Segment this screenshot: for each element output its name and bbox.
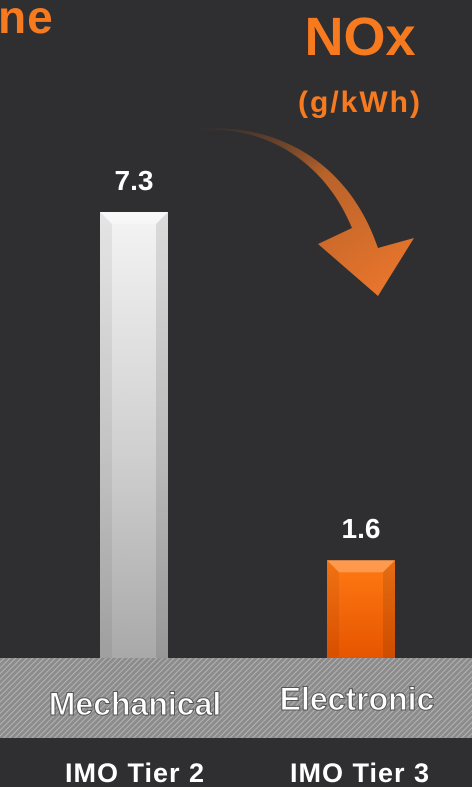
bar-mechanical xyxy=(100,212,168,658)
bar-bevel-mechanical xyxy=(100,212,168,224)
bar-bevel-electronic xyxy=(327,560,395,573)
baseline-band xyxy=(0,658,472,738)
value-label-electronic: 1.6 xyxy=(342,513,381,544)
value-label-mechanical: 7.3 xyxy=(115,165,154,196)
category-label-electronic: Electronic xyxy=(280,681,435,717)
decrease-arrow xyxy=(168,128,414,296)
tier-label-3: IMO Tier 3 xyxy=(290,758,430,787)
bar-bevel-left-electronic xyxy=(327,560,339,658)
bar-bevel-right-mechanical xyxy=(156,212,168,658)
bar-bevel-right-electronic xyxy=(383,560,395,658)
chart-title-nox: NOx xyxy=(304,7,416,67)
chart-unit-label: (g/kWh) xyxy=(298,86,422,119)
tier-label-2: IMO Tier 2 xyxy=(65,758,205,787)
partial-title: ne xyxy=(0,0,54,43)
bar-electronic xyxy=(327,560,395,658)
bar-bevel-left-mechanical xyxy=(100,212,112,658)
category-label-mechanical: Mechanical xyxy=(49,686,222,722)
